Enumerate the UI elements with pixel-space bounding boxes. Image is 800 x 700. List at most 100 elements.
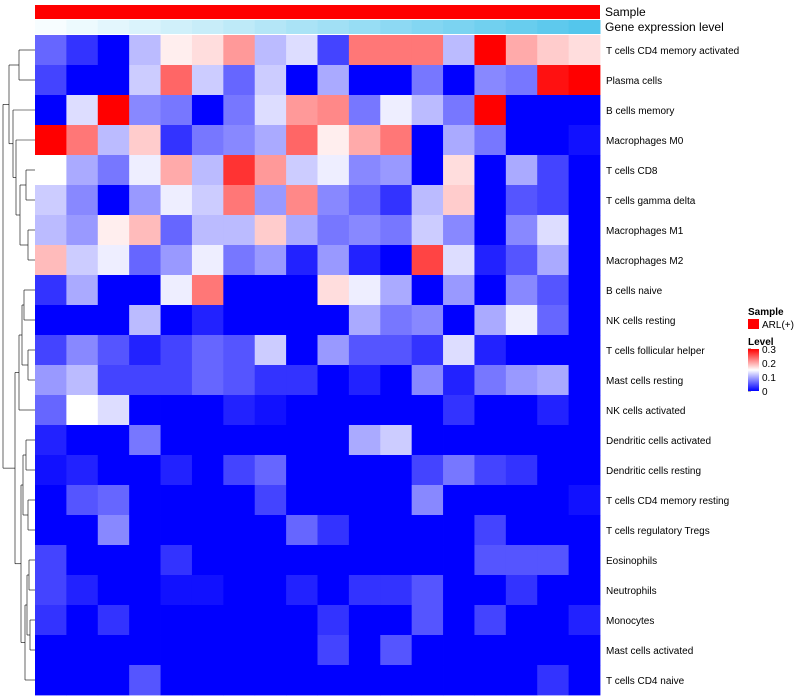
heatmap-cell	[35, 335, 67, 366]
heatmap-cell	[568, 365, 601, 396]
heatmap-cell	[348, 155, 381, 186]
heatmap-cell	[505, 245, 538, 276]
heatmap-cell	[537, 125, 570, 156]
heatmap-cell	[191, 425, 224, 456]
heatmap-cell	[97, 125, 130, 156]
heatmap-cell	[35, 395, 67, 426]
heatmap-cell	[443, 35, 475, 66]
heatmap-cell	[66, 515, 99, 546]
heatmap-cell	[286, 575, 318, 606]
heatmap-cell	[411, 185, 444, 216]
legend-sample-swatch	[748, 319, 759, 329]
heatmap-cell	[317, 365, 350, 396]
heatmap-cell	[505, 665, 538, 696]
heatmap-cell	[537, 395, 570, 426]
heatmap-cell	[286, 65, 318, 96]
heatmap-cell	[66, 35, 99, 66]
heatmap-cell	[223, 155, 256, 186]
heatmap-cell	[286, 485, 318, 516]
heatmap-cell	[568, 155, 601, 186]
heatmap-cell	[317, 485, 350, 516]
heatmap-cell	[191, 305, 224, 336]
heatmap-cell	[537, 455, 570, 486]
expression-level-cell	[35, 20, 67, 34]
heatmap-cell	[66, 635, 99, 666]
heatmap-cell	[443, 545, 475, 576]
heatmap-cell	[443, 425, 475, 456]
heatmap-cell	[160, 545, 193, 576]
heatmap-cell	[537, 245, 570, 276]
heatmap-cell	[380, 605, 413, 636]
heatmap-cell	[129, 365, 161, 396]
heatmap-cell	[380, 455, 413, 486]
heatmap-cell	[474, 245, 507, 276]
heatmap-cell	[223, 515, 256, 546]
heatmap-cell	[191, 455, 224, 486]
heatmap-cell	[97, 665, 130, 696]
heatmap-cell	[537, 155, 570, 186]
heatmap-cell	[317, 275, 350, 306]
heatmap-cell	[348, 425, 381, 456]
heatmap-cell	[568, 425, 601, 456]
heatmap-cell	[286, 395, 318, 426]
heatmap-cell	[474, 455, 507, 486]
heatmap-cell	[223, 485, 256, 516]
heatmap-cell	[474, 35, 507, 66]
heatmap-cell	[317, 545, 350, 576]
expression-level-cell	[505, 20, 538, 34]
heatmap-cell	[568, 35, 601, 66]
heatmap-cell	[160, 95, 193, 126]
heatmap-cell	[286, 125, 318, 156]
row-label: NK cells resting	[606, 316, 675, 327]
heatmap-cell	[568, 395, 601, 426]
heatmap-cell	[35, 605, 67, 636]
heatmap-cell	[537, 95, 570, 126]
heatmap-cell	[66, 155, 99, 186]
heatmap-cell	[160, 455, 193, 486]
heatmap-cell	[443, 125, 475, 156]
heatmap-cell	[286, 545, 318, 576]
heatmap-cell	[505, 575, 538, 606]
heatmap-cell	[223, 65, 256, 96]
heatmap-cell	[254, 305, 287, 336]
heatmap-cell	[380, 125, 413, 156]
heatmap-cell	[411, 425, 444, 456]
heatmap-cell	[35, 35, 67, 66]
heatmap-cell	[254, 515, 287, 546]
heatmap-cell	[66, 125, 99, 156]
heatmap-cell	[66, 545, 99, 576]
heatmap-cell	[286, 635, 318, 666]
heatmap-cell	[160, 335, 193, 366]
heatmap-cell	[254, 545, 287, 576]
heatmap-cell	[191, 215, 224, 246]
heatmap-cell	[537, 545, 570, 576]
heatmap-cell	[568, 275, 601, 306]
heatmap-cell	[286, 245, 318, 276]
heatmap-cell	[160, 635, 193, 666]
row-label: Macrophages M1	[606, 226, 684, 237]
heatmap-cell	[35, 125, 67, 156]
row-label: Macrophages M2	[606, 256, 684, 267]
heatmap-cell	[317, 65, 350, 96]
heatmap-cell	[223, 425, 256, 456]
heatmap-cell	[348, 35, 381, 66]
heatmap-cell	[223, 305, 256, 336]
heatmap-cell	[411, 635, 444, 666]
heatmap-cell	[35, 455, 67, 486]
heatmap-cell	[505, 515, 538, 546]
heatmap-cell	[254, 245, 287, 276]
heatmap-cell	[254, 335, 287, 366]
heatmap-cell	[411, 365, 444, 396]
row-label: Monocytes	[606, 616, 654, 627]
heatmap-cell	[537, 35, 570, 66]
heatmap-cell	[348, 215, 381, 246]
heatmap-cell	[160, 65, 193, 96]
heatmap-cell	[537, 515, 570, 546]
heatmap-cell	[474, 605, 507, 636]
heatmap-cell	[191, 575, 224, 606]
legend-tick-label: 0.3	[762, 345, 776, 356]
heatmap-cell	[191, 335, 224, 366]
heatmap-cell	[505, 125, 538, 156]
heatmap-cell	[254, 605, 287, 636]
heatmap-cell	[443, 245, 475, 276]
